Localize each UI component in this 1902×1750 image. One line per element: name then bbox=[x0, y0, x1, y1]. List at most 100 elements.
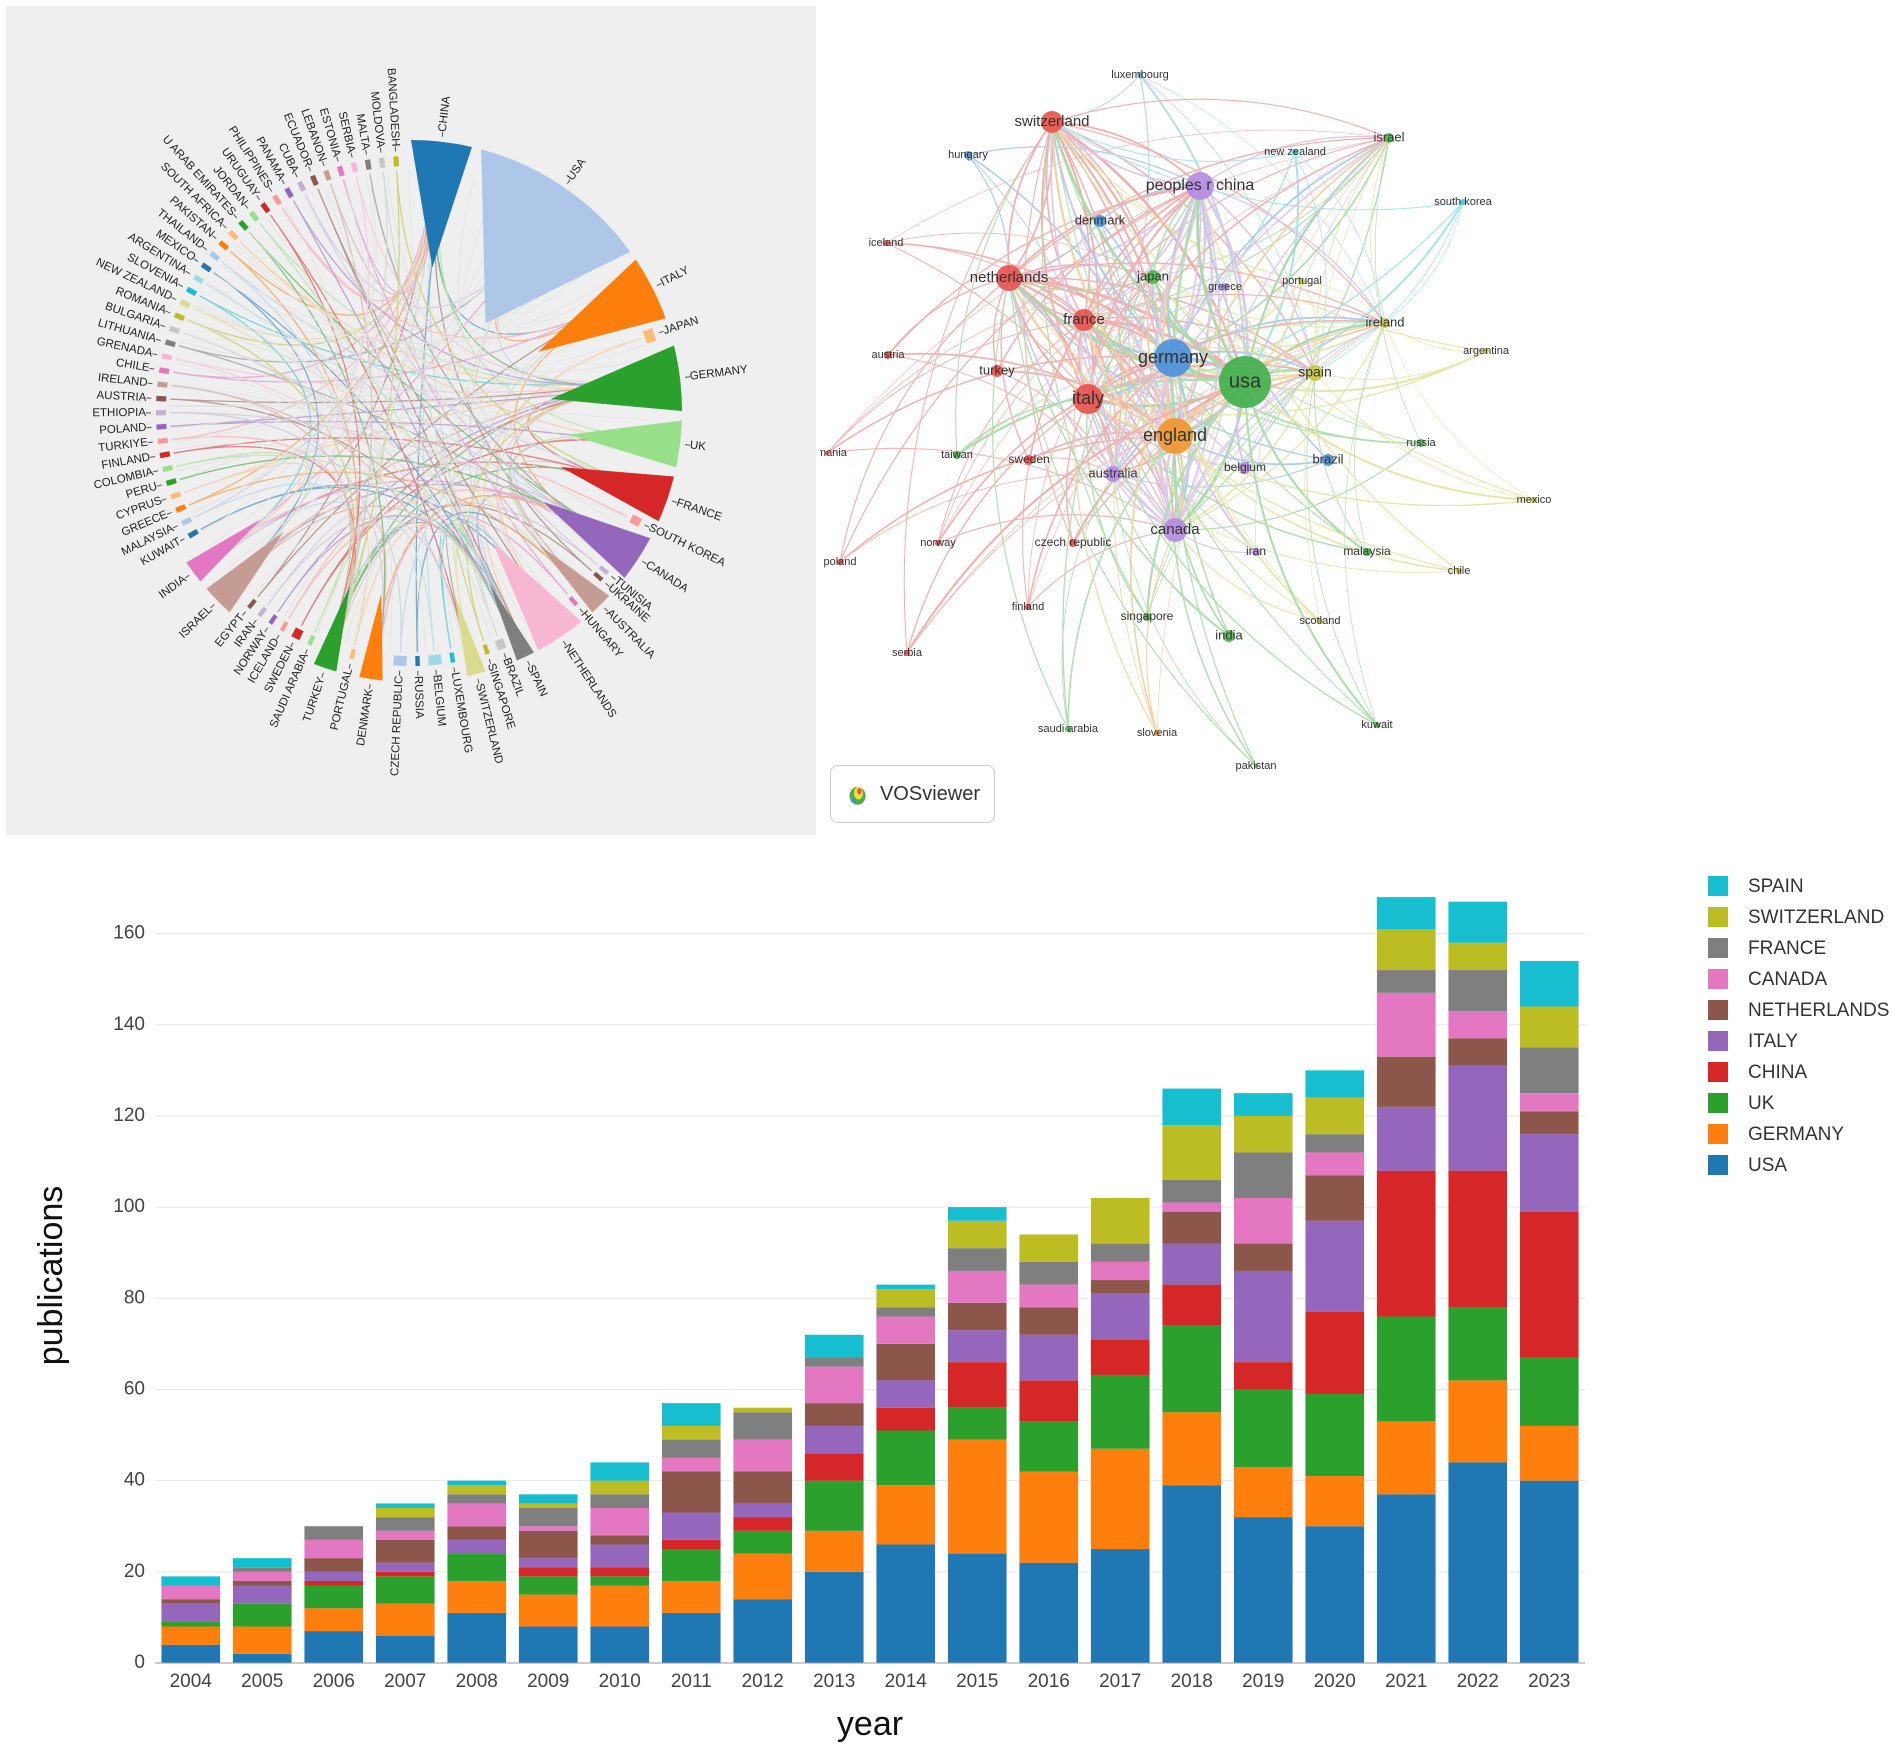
bar-2006-france bbox=[304, 1526, 363, 1540]
bar-2015-italy bbox=[948, 1330, 1007, 1362]
bar-2023-uk bbox=[1520, 1358, 1579, 1426]
bar-2009-usa bbox=[519, 1627, 578, 1663]
bar-2018-germany bbox=[1162, 1412, 1221, 1485]
bar-2021-germany bbox=[1377, 1421, 1436, 1494]
x-tick-label-2004: 2004 bbox=[170, 1671, 213, 1692]
bar-2014-china bbox=[876, 1408, 935, 1431]
bar-2021-china bbox=[1377, 1171, 1436, 1317]
y-tick-label-140: 140 bbox=[113, 1014, 145, 1035]
legend-label-canada: CANADA bbox=[1748, 969, 1828, 990]
chord-arc-austria bbox=[156, 396, 166, 402]
bar-2007-france bbox=[376, 1517, 435, 1531]
legend-swatch-netherlands bbox=[1708, 1000, 1728, 1020]
network-label-saudi-arabia: saudi arabia bbox=[1038, 723, 1099, 735]
chord-arc-norway bbox=[268, 614, 277, 625]
bar-2018-france bbox=[1162, 1180, 1221, 1203]
chord-label-russia: RUSSIA bbox=[412, 676, 425, 719]
bar-2020-italy bbox=[1305, 1221, 1364, 1312]
network-label-germany: germany bbox=[1138, 347, 1208, 367]
bar-2013-uk bbox=[805, 1481, 864, 1531]
bar-2019-germany bbox=[1234, 1467, 1293, 1517]
y-axis-title: publications bbox=[32, 1186, 70, 1366]
legend-label-switzerland: SWITZERLAND bbox=[1748, 907, 1884, 928]
bar-2010-usa bbox=[590, 1627, 649, 1663]
bar-2021-spain bbox=[1377, 897, 1436, 929]
chord-arc-ukraine bbox=[593, 572, 603, 582]
chord-tick-serbia bbox=[351, 153, 352, 158]
chord-arc-new-zealand bbox=[179, 299, 190, 308]
chord-tick-egypt bbox=[242, 612, 245, 616]
chord-tick-panama bbox=[282, 180, 284, 184]
network-label-luxembourg: luxembourg bbox=[1111, 69, 1168, 81]
bar-2007-germany bbox=[376, 1604, 435, 1636]
chord-arc-israel bbox=[206, 531, 283, 612]
chord-tick-turkey bbox=[322, 673, 324, 678]
bar-2012-uk bbox=[733, 1531, 792, 1554]
chord-label-luxembourg: LUXEMBOURG bbox=[449, 671, 474, 754]
bar-2015-usa bbox=[948, 1554, 1007, 1663]
bar-2005-usa bbox=[233, 1654, 292, 1663]
bar-2008-spain bbox=[447, 1481, 506, 1486]
network-label-romania: romania bbox=[820, 447, 848, 459]
chord-tick-india bbox=[185, 575, 189, 578]
chord-arc-south-africa bbox=[228, 230, 239, 241]
bar-2023-italy bbox=[1520, 1134, 1579, 1212]
chord-arc-peru bbox=[166, 478, 177, 486]
x-tick-label-2005: 2005 bbox=[241, 1671, 283, 1692]
bar-2015-switzerland bbox=[948, 1221, 1007, 1248]
bar-2004-germany bbox=[161, 1627, 220, 1645]
network-label-switzerland: switzerland bbox=[1014, 113, 1089, 130]
chord-tick-moldova bbox=[380, 148, 381, 153]
chord-arc-luxembourg bbox=[449, 652, 455, 663]
bar-2010-italy bbox=[590, 1544, 649, 1567]
network-label-norway: norway bbox=[920, 537, 956, 549]
network-label-serbia: serbia bbox=[892, 647, 923, 659]
bar-2022-usa bbox=[1448, 1462, 1507, 1663]
chord-tick-lithuania bbox=[156, 339, 161, 340]
x-tick-label-2008: 2008 bbox=[456, 1671, 498, 1692]
bar-2017-china bbox=[1091, 1339, 1150, 1375]
bar-2021-france bbox=[1377, 970, 1436, 993]
chord-tick-slovenia bbox=[178, 284, 182, 286]
network-label-russia: russia bbox=[1406, 437, 1436, 449]
bar-2007-spain bbox=[376, 1503, 435, 1508]
network-label-peoples-r-china: peoples r china bbox=[1146, 177, 1255, 194]
bar-2016-uk bbox=[1019, 1421, 1078, 1471]
bar-2023-china bbox=[1520, 1212, 1579, 1358]
vosviewer-badge: VOSviewer bbox=[830, 765, 995, 823]
chord-arc-lithuania bbox=[165, 339, 176, 347]
chord-label-france: FRANCE bbox=[675, 497, 724, 524]
bar-2018-italy bbox=[1162, 1244, 1221, 1285]
chord-arc-thailand bbox=[209, 251, 220, 261]
bar-2009-spain bbox=[519, 1494, 578, 1503]
chord-arc-argentina bbox=[193, 274, 204, 284]
chord-arc-russia bbox=[415, 656, 420, 666]
chord-tick-south-africa bbox=[223, 225, 227, 229]
bar-2014-uk bbox=[876, 1431, 935, 1486]
network-label-ireland: ireland bbox=[1365, 314, 1404, 329]
bar-2022-uk bbox=[1448, 1307, 1507, 1380]
bar-2021-switzerland bbox=[1377, 929, 1436, 970]
bar-2015-uk bbox=[948, 1408, 1007, 1440]
bar-2011-usa bbox=[662, 1613, 721, 1663]
legend-swatch-china bbox=[1708, 1062, 1728, 1082]
chord-tick-pakistan bbox=[212, 235, 216, 238]
bar-2008-italy bbox=[447, 1540, 506, 1554]
chord-label-uk: UK bbox=[689, 439, 707, 453]
chord-tick-saudi-arabia bbox=[305, 649, 307, 654]
chord-tick-israel bbox=[211, 604, 215, 608]
bar-2022-germany bbox=[1448, 1380, 1507, 1462]
bar-2008-switzerland bbox=[447, 1485, 506, 1494]
network-label-israel: israel bbox=[1373, 129, 1404, 144]
bar-2013-canada bbox=[805, 1367, 864, 1403]
bar-2023-canada bbox=[1520, 1093, 1579, 1111]
legend-label-italy: ITALY bbox=[1748, 1031, 1798, 1052]
network-label-england: england bbox=[1143, 425, 1207, 445]
network-label-denmark: denmark bbox=[1075, 212, 1126, 227]
network-label-taiwan: taiwan bbox=[941, 449, 973, 461]
legend-swatch-usa bbox=[1708, 1155, 1728, 1175]
network-label-singapore: singapore bbox=[1121, 609, 1174, 623]
bar-2012-switzerland bbox=[733, 1408, 792, 1413]
bar-2012-germany bbox=[733, 1554, 792, 1600]
